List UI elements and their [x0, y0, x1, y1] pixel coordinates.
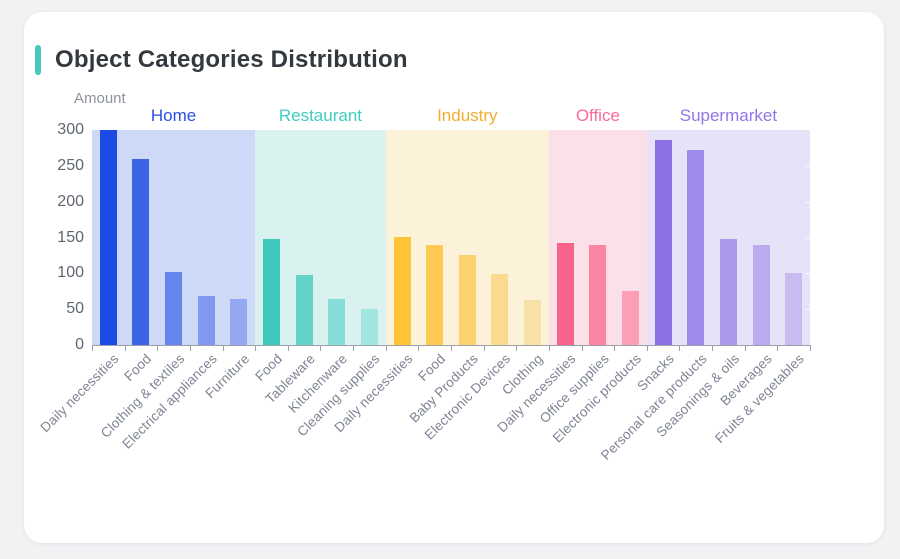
right-axis-tick — [805, 165, 810, 167]
bar-cleaning-supplies[interactable] — [360, 309, 378, 345]
y-axis-tick-label: 200 — [57, 192, 84, 210]
bar-baby-products[interactable] — [458, 254, 476, 345]
x-axis-tick — [810, 346, 811, 351]
x-axis-tick — [124, 346, 126, 351]
x-axis-tick — [451, 346, 452, 351]
bar-clothing[interactable] — [524, 299, 542, 345]
x-axis-tick — [581, 346, 583, 351]
y-axis-tick-label: 250 — [57, 156, 84, 174]
bar-electrical-appliances[interactable] — [197, 295, 215, 345]
bar-food[interactable] — [426, 245, 444, 345]
chart-card: Object Categories Distribution Amount Ho… — [24, 12, 884, 543]
bar-office-supplies[interactable] — [589, 245, 607, 345]
chart-title: Object Categories Distribution — [55, 46, 408, 73]
x-axis-line — [92, 345, 811, 346]
bar-beverages[interactable] — [752, 244, 770, 345]
x-axis-tick — [777, 346, 779, 351]
bar-electronic-devices[interactable] — [491, 274, 509, 345]
bar-personal-care-products[interactable] — [687, 150, 705, 345]
x-axis-tick — [516, 346, 518, 351]
x-axis-tick — [287, 346, 289, 351]
bar-electronic-products[interactable] — [622, 291, 639, 345]
title-accent-bar-icon — [35, 45, 41, 75]
group-label-restaurant: Restaurant — [278, 106, 363, 125]
bar-snacks[interactable] — [654, 140, 672, 345]
bar-daily-necessities[interactable] — [393, 236, 411, 345]
x-axis-tick — [157, 346, 159, 351]
x-axis-tick — [483, 346, 485, 351]
card-header: Object Categories Distribution — [35, 45, 408, 75]
x-axis-tick — [385, 346, 387, 351]
x-axis-tick — [222, 346, 224, 351]
group-labels-row: Home Restaurant Industry Office Supermarket — [92, 106, 810, 130]
x-axis-tick — [548, 346, 550, 351]
right-axis-tick — [805, 201, 810, 203]
x-axis-tick — [320, 346, 322, 351]
x-axis-tick — [712, 346, 714, 351]
y-axis-tick-label: 100 — [57, 264, 84, 282]
right-axis-tick — [805, 309, 810, 311]
x-axis-tick — [744, 346, 746, 351]
bar-daily-necessities[interactable] — [99, 130, 117, 345]
group-label-supermarket: Supermarket — [679, 106, 778, 125]
bar-kitchenware[interactable] — [328, 299, 346, 345]
y-axis-tick-label: 50 — [66, 300, 84, 318]
x-axis-tick — [353, 346, 355, 351]
bar-seasonings-oils[interactable] — [719, 238, 737, 345]
y-axis-title: Amount — [74, 90, 126, 107]
group-label-home: Home — [150, 106, 197, 125]
plot-area — [92, 130, 810, 345]
x-axis-tick — [92, 346, 93, 351]
x-axis-tick — [418, 346, 420, 351]
right-axis-tick — [805, 237, 810, 239]
bar-tableware[interactable] — [295, 275, 313, 345]
bar-fruits-vegetables[interactable] — [785, 273, 803, 345]
y-axis-tick-label: 150 — [57, 228, 84, 246]
x-axis-tick — [255, 346, 257, 351]
bar-food[interactable] — [132, 159, 150, 345]
x-axis-tick — [614, 346, 616, 351]
x-axis-tick — [189, 346, 191, 351]
right-axis-tick — [805, 273, 810, 275]
bar-furniture[interactable] — [230, 299, 248, 345]
group-label-office: Office — [575, 106, 620, 125]
bar-daily-necessities[interactable] — [556, 243, 574, 345]
x-axis-tick — [679, 346, 681, 351]
bar-food[interactable] — [263, 238, 280, 345]
y-axis-tick-label: 300 — [57, 121, 84, 138]
group-label-industry: Industry — [437, 106, 498, 125]
y-axis-tick-label: 0 — [75, 336, 84, 353]
bar-clothing-textiles[interactable] — [165, 271, 183, 345]
x-axis-tick — [646, 346, 648, 351]
